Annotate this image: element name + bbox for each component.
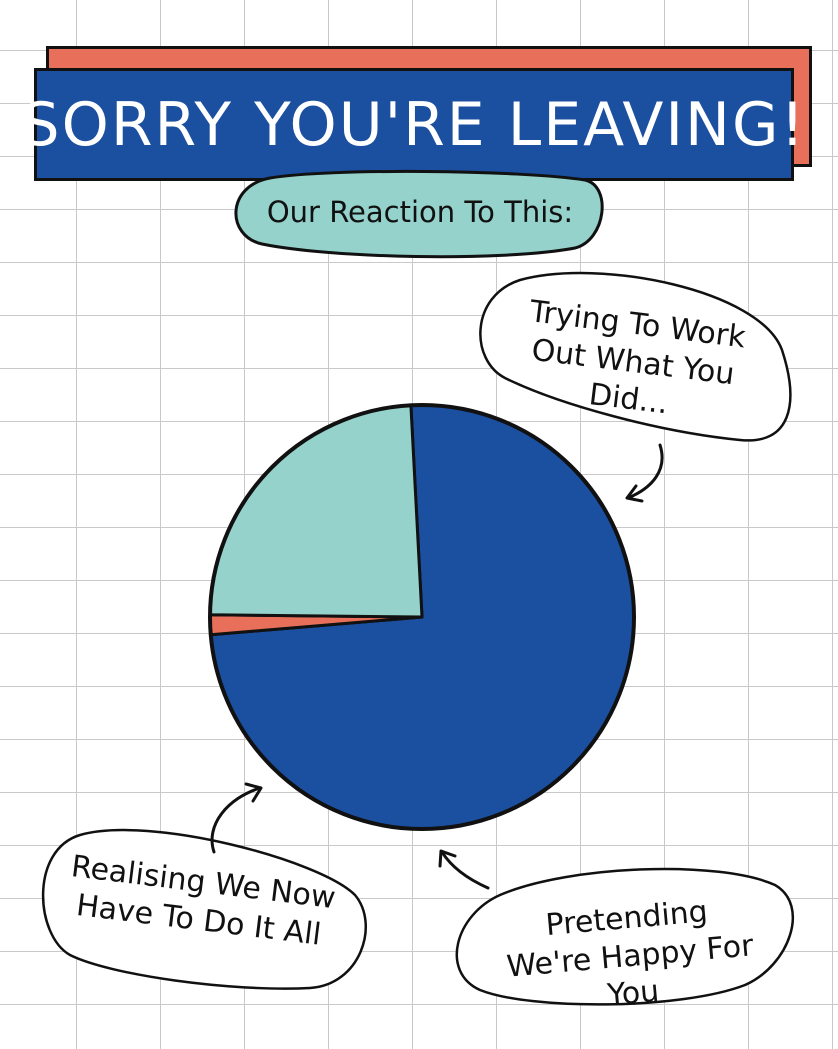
pie-outline [208,403,636,831]
bubble-bottom-right [455,867,794,1006]
subtitle-blob [234,169,604,259]
arrow-top-right-head [625,484,644,503]
bubble-bottom-left [41,828,367,990]
subtitle-badge: Our Reaction To This: [234,168,606,256]
arrow-bottom-right [440,850,490,890]
slice-label-1: Pretending We're Happy For You [505,894,755,1014]
subtitle: Our Reaction To This: [266,195,574,229]
pie-chart [208,403,636,831]
pie-slice-2 [208,403,424,619]
title-banner: SORRY YOU'RE LEAVING! [22,46,812,186]
arrow-bottom-right-head [438,849,457,868]
title-banner-box: SORRY YOU'RE LEAVING! [22,68,804,181]
arrow-bottom-left [210,786,262,854]
arrow-top-right [626,443,664,500]
page-title: SORRY YOU'RE LEAVING! [21,89,807,160]
arrow-bottom-left-head [244,782,263,803]
bubble-top-right [479,271,792,442]
